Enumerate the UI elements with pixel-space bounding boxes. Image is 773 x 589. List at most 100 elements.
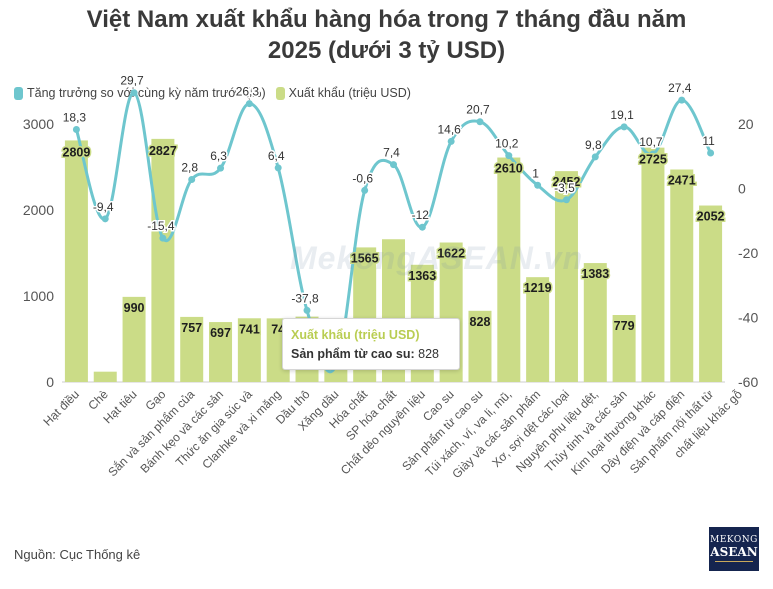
bar: [699, 205, 723, 382]
growth-point: [591, 153, 599, 161]
chart-tooltip: Xuất khẩu (triệu USD) Sản phẩm từ cao su…: [282, 318, 460, 370]
y-left-tick-label: 0: [46, 374, 54, 390]
growth-point: [245, 100, 253, 108]
growth-point: [361, 186, 369, 194]
bar: [93, 371, 117, 382]
tooltip-category: Sản phẩm từ cao su:: [291, 347, 415, 361]
bar-data-label: 2827: [149, 144, 177, 158]
growth-point: [649, 150, 657, 158]
chart-title-line1: Việt Nam xuất khẩu hàng hóa trong 7 thán…: [86, 6, 687, 33]
bar-data-label: 697: [210, 326, 231, 340]
brand-logo: MEKONG ASEAN: [709, 527, 759, 571]
growth-point: [562, 196, 570, 204]
growth-data-label: 29,7: [120, 74, 144, 88]
logo-line1: MEKONG: [710, 535, 758, 546]
bar-data-label: 741: [239, 322, 260, 336]
legend-swatch-growth: [14, 86, 23, 100]
growth-data-label: 11: [702, 134, 715, 148]
y-right-tick-label: -20: [738, 245, 758, 261]
chart-legend: Tăng trưởng so với cùng kỳ năm trước (%)…: [14, 86, 421, 100]
growth-data-label: -0,6: [352, 171, 373, 185]
bar: [209, 322, 233, 382]
bar-data-label: 1219: [524, 281, 552, 295]
bar-data-label: 2809: [63, 145, 91, 159]
y-left-tick-label: 1000: [23, 288, 54, 304]
y-right-tick-label: -40: [738, 310, 758, 326]
legend-label-growth: Tăng trưởng so với cùng kỳ năm trước (%): [27, 86, 266, 100]
growth-point: [303, 306, 311, 314]
growth-point: [130, 89, 138, 97]
bar: [122, 296, 146, 382]
bar: [151, 138, 175, 382]
growth-point: [418, 223, 426, 231]
growth-point: [101, 215, 109, 223]
growth-data-label: 7,4: [383, 146, 400, 160]
bar-data-label: 2052: [697, 210, 725, 224]
legend-item-growth[interactable]: Tăng trưởng so với cùng kỳ năm trước (%): [14, 86, 266, 100]
bar-data-label: 2471: [668, 173, 696, 187]
growth-data-label: -12: [412, 208, 430, 222]
growth-point: [505, 152, 513, 160]
bar-data-label: 1383: [581, 267, 609, 281]
logo-rule: [715, 560, 753, 562]
bar: [64, 140, 88, 382]
bar-data-label: 1363: [408, 269, 436, 283]
legend-item-export[interactable]: Xuất khẩu (triệu USD): [275, 86, 411, 100]
growth-point: [188, 175, 196, 183]
growth-point: [274, 164, 282, 172]
growth-data-label: 20,7: [466, 103, 490, 117]
growth-data-label: 27,4: [668, 81, 692, 95]
growth-point: [159, 234, 167, 242]
bar: [526, 277, 550, 382]
bar-data-label: 828: [470, 315, 491, 329]
growth-data-label: 10,7: [639, 135, 663, 149]
legend-label-export: Xuất khẩu (triệu USD): [288, 86, 411, 100]
bar-data-label: 2452: [553, 175, 581, 189]
growth-data-label: 6,4: [268, 149, 285, 163]
tooltip-series: Xuất khẩu (triệu USD): [291, 328, 420, 342]
bar: [583, 263, 607, 382]
growth-point: [72, 125, 80, 133]
growth-point: [707, 149, 715, 157]
source-note: Nguồn: Cục Thống kê: [14, 547, 141, 562]
growth-point: [390, 161, 397, 169]
chart-title-line2: 2025 (dưới 3 tỷ USD): [267, 37, 506, 64]
growth-data-label: -9,4: [93, 200, 114, 214]
x-tick-label: Hạt điều: [40, 387, 82, 429]
growth-point: [476, 118, 484, 126]
bar-data-label: 779: [614, 319, 635, 333]
bar: [180, 316, 204, 382]
growth-point: [447, 137, 455, 145]
y-left-tick-label: 2000: [23, 202, 54, 218]
bar: [641, 147, 665, 382]
growth-data-label: -3,5: [554, 181, 575, 195]
bar: [554, 171, 578, 382]
y-right-tick-label: -60: [738, 374, 758, 390]
bar: [670, 169, 694, 382]
bar: [612, 315, 636, 382]
growth-data-label: 19,1: [610, 108, 634, 122]
growth-data-label: 6,3: [210, 149, 227, 163]
growth-data-label: -37,8: [291, 291, 319, 305]
tooltip-body: Sản phẩm từ cao su: 828: [291, 347, 451, 361]
bar-data-label: 1565: [351, 251, 379, 265]
tooltip-value: 828: [418, 347, 440, 361]
growth-point: [217, 164, 225, 172]
bar: [237, 318, 261, 382]
growth-data-label: 14,6: [437, 122, 461, 136]
growth-data-label: 2,8: [181, 160, 198, 174]
growth-data-label: 1: [532, 166, 539, 180]
bar: [497, 157, 521, 382]
growth-data-label: 9,8: [585, 138, 602, 152]
bar-data-label: 2610: [495, 162, 523, 176]
growth-data-label: 26,3: [236, 85, 260, 99]
bar-data-label: 1622: [437, 247, 465, 261]
bar: [468, 310, 492, 382]
growth-data-label: 10,2: [495, 137, 519, 151]
growth-point: [678, 96, 686, 104]
growth-point: [534, 181, 542, 189]
legend-swatch-export: [275, 86, 285, 100]
growth-data-label: 18,3: [63, 110, 87, 124]
bar-data-label: 990: [124, 301, 145, 315]
